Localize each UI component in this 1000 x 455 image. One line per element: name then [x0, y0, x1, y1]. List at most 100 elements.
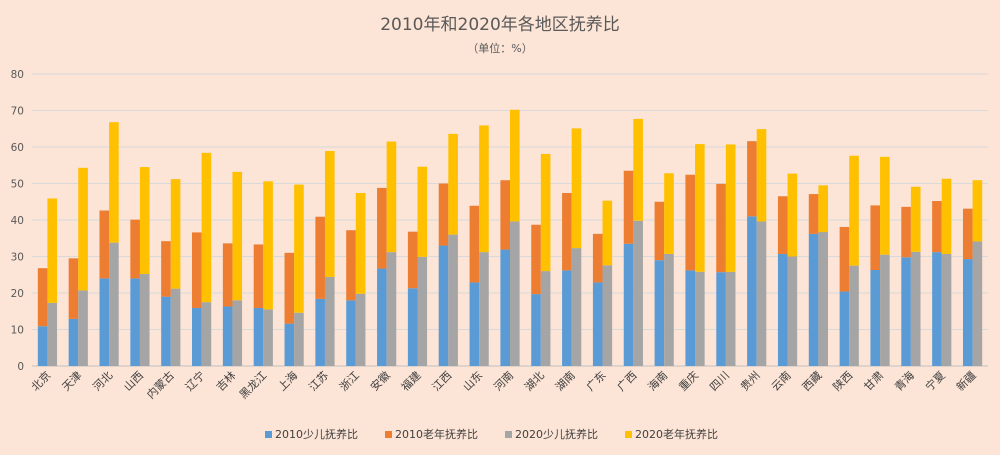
bar-segment [253, 307, 264, 366]
y-tick-label: 80 [11, 69, 24, 81]
legend-swatch [625, 431, 632, 438]
x-category-label: 海南 [645, 368, 670, 393]
x-category-label: 河南 [491, 369, 516, 394]
bar-segment [870, 205, 881, 271]
bar-segment [592, 233, 603, 283]
bar-segment [438, 183, 449, 246]
bar-segment [623, 170, 634, 244]
y-tick-label: 50 [11, 179, 24, 191]
legend-label: 2020老年抚养比 [635, 427, 718, 441]
bar-segment [438, 245, 449, 366]
bar-segment [540, 271, 551, 366]
x-category-label: 浙江 [337, 369, 362, 394]
bar-segment [37, 268, 48, 327]
bar-segment [941, 253, 952, 366]
bar-segment [602, 265, 613, 366]
legend-swatch [385, 431, 392, 438]
bar-segment [932, 252, 942, 366]
bar-segment [664, 253, 674, 366]
x-category-label: 山东 [461, 369, 486, 394]
bar-segment [725, 271, 736, 366]
bar-segment [500, 249, 510, 366]
x-category-label: 四川 [707, 369, 732, 394]
bar-segment [448, 133, 458, 235]
bar-segment [294, 184, 304, 313]
bar-segment [284, 252, 295, 324]
x-category-label: 湖南 [553, 369, 578, 394]
bar-segment [962, 259, 973, 366]
x-category-label: 云南 [769, 369, 794, 394]
bar-segment [756, 221, 767, 366]
bar-segment [324, 151, 335, 277]
bar-segment [263, 309, 273, 366]
bar-segment [407, 231, 418, 289]
bar-segment [170, 179, 181, 289]
bar-segment [901, 257, 911, 366]
bar-segment [469, 282, 480, 366]
bar-segment [531, 224, 541, 295]
x-category-label: 上海 [275, 368, 300, 393]
legend-label: 2010老年抚养比 [395, 427, 478, 441]
bar-segment [192, 232, 202, 308]
bar-segment [510, 221, 520, 366]
bar-segment [654, 201, 665, 261]
legend-swatch [265, 431, 272, 438]
bar-segment [695, 144, 705, 272]
x-category-label: 辽宁 [182, 368, 207, 393]
x-category-label: 江苏 [306, 369, 331, 394]
bar-segment [315, 216, 325, 299]
bar-segment [130, 278, 140, 366]
bar-segment [346, 300, 356, 366]
bar-segment [571, 248, 582, 366]
bar-segment [109, 242, 119, 366]
bar-segment [68, 258, 79, 319]
bar-segment [161, 296, 171, 366]
bar-segment [355, 293, 366, 366]
y-tick-label: 40 [11, 215, 24, 227]
bar-segment [716, 272, 726, 366]
y-axis-ticks: 0 10 20 30 40 50 60 70 80 [11, 69, 24, 373]
bar-segment [417, 256, 428, 366]
chart-subtitle: （单位：%） [467, 41, 532, 55]
bar-segment [284, 323, 295, 366]
x-category-label: 福建 [398, 368, 423, 393]
bar-segment [685, 174, 696, 271]
bar-segment [68, 318, 79, 366]
bar-segment [664, 173, 674, 254]
bar-segment [880, 156, 890, 255]
bar-segment [839, 226, 850, 292]
bar-segment [201, 302, 212, 367]
x-category-label: 安徽 [367, 368, 392, 393]
bar-segment [910, 251, 921, 366]
bar-segment [324, 276, 335, 366]
bar-segment [932, 201, 942, 253]
bar-segment [170, 288, 181, 366]
bar-segment [910, 186, 921, 252]
bar-segment [37, 326, 48, 366]
x-category-label: 广东 [584, 369, 609, 394]
x-category-label: 河北 [90, 369, 115, 394]
x-category-label: 江西 [430, 369, 455, 394]
bar-segment [386, 141, 397, 253]
x-category-label: 内蒙古 [144, 368, 177, 401]
x-category-label: 北京 [28, 368, 53, 393]
bar-segment [346, 230, 356, 301]
bar-segment [531, 294, 541, 366]
bar-segment [695, 271, 705, 366]
bar-segment [407, 288, 418, 366]
x-category-label: 贵州 [738, 369, 763, 394]
bar-segment [787, 173, 798, 257]
y-tick-label: 60 [11, 142, 24, 154]
bar-segment [448, 234, 458, 366]
bar-segment [139, 274, 150, 366]
bar-segment [849, 155, 859, 266]
bar-segment [633, 118, 643, 221]
bar-segment [654, 260, 665, 366]
bar-segment [201, 152, 212, 303]
y-tick-label: 70 [11, 106, 24, 118]
bar-segment [623, 243, 634, 366]
x-category-label: 广西 [615, 369, 640, 394]
x-category-label: 天津 [60, 369, 85, 394]
bar-segment [377, 268, 387, 366]
